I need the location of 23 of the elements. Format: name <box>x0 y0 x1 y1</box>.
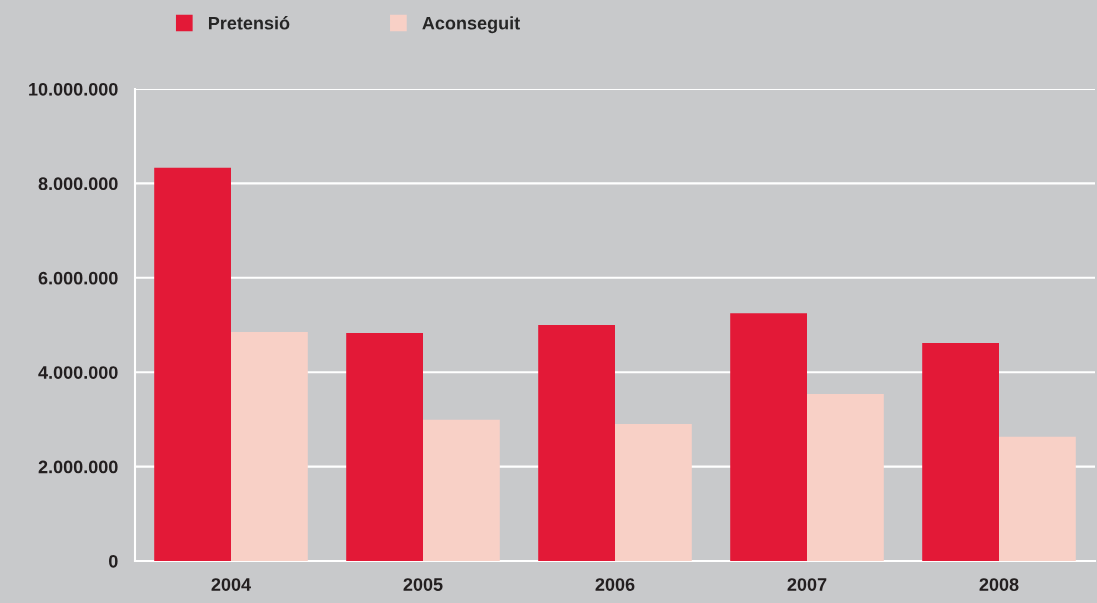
x-tick-label: 2008 <box>979 578 1019 591</box>
legend-label: Pretensió <box>208 16 290 30</box>
bar <box>999 436 1076 561</box>
y-tick-label: 10.000.000 <box>29 82 118 96</box>
bar <box>922 342 999 561</box>
y-tick-label: 4.000.000 <box>38 366 118 379</box>
bar <box>615 424 692 561</box>
y-tick-label: 6.000.000 <box>38 271 118 285</box>
x-tick-label: 2004 <box>211 578 251 591</box>
x-tick-label: 2007 <box>787 578 827 591</box>
bar <box>346 333 423 561</box>
x-tick-label: 2006 <box>595 578 635 591</box>
y-tick-label: 2.000.000 <box>38 460 118 474</box>
bar <box>154 167 231 561</box>
legend-label: Aconseguit <box>422 16 520 34</box>
bar <box>538 325 615 561</box>
bar <box>807 393 884 561</box>
bar <box>231 332 308 561</box>
y-tick-label: 8.000.000 <box>38 177 118 191</box>
x-tick-label: 2005 <box>403 578 443 591</box>
bar <box>423 419 500 561</box>
y-tick-label: 0 <box>109 554 118 568</box>
bar <box>730 313 807 561</box>
